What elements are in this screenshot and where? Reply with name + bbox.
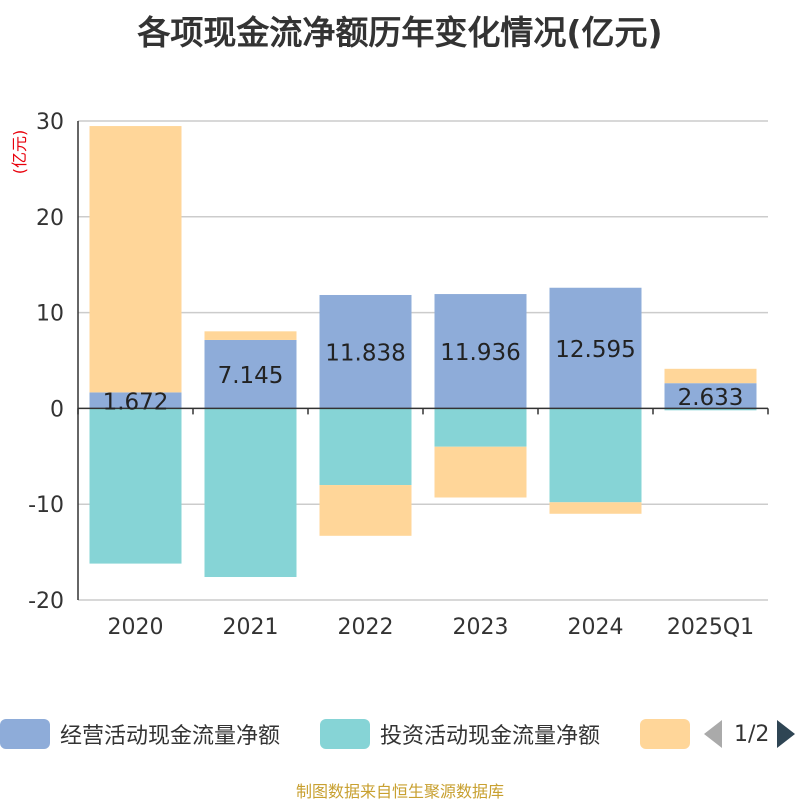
bar <box>549 408 642 503</box>
bar <box>664 408 757 411</box>
legend-swatch-investing <box>320 719 370 749</box>
x-tick-label: 2024 <box>568 615 624 640</box>
bar <box>89 408 182 564</box>
y-tick-label: -10 <box>28 493 64 518</box>
x-tick-label: 2022 <box>338 615 394 640</box>
bar <box>664 368 757 384</box>
x-tick-label: 2025Q1 <box>667 615 754 640</box>
bar <box>319 408 412 486</box>
legend-item-operating[interactable]: 经营活动现金流量净额 <box>0 718 280 750</box>
data-label: 2.633 <box>678 385 744 411</box>
data-label: 7.145 <box>218 363 284 389</box>
axes <box>77 121 769 600</box>
legend-swatch-operating <box>0 719 50 749</box>
x-tick-label: 2020 <box>108 615 164 640</box>
bar <box>89 126 182 393</box>
bar <box>549 502 642 514</box>
bar <box>434 294 527 409</box>
legend-swatch-financing <box>640 719 690 749</box>
bar <box>204 339 297 409</box>
data-labels: 1.672 7.145 11.838 11.936 12.595 2.633 <box>103 337 744 415</box>
grid-lines <box>78 120 768 601</box>
bar <box>434 446 527 498</box>
chart-title: 各项现金流净额历年变化情况(亿元) <box>137 13 663 52</box>
tick-labels: 30 20 10 0 -10 -20 2020 2021 2022 2023 2024 2025Q1 <box>28 110 754 640</box>
source-footer: 制图数据来自恒生聚源数据库 <box>295 782 504 801</box>
bar <box>319 294 412 409</box>
legend: 经营活动现金流量净额 投资活动现金流量净额 1/2 <box>0 712 800 758</box>
bar <box>664 383 757 409</box>
y-tick-label: -20 <box>28 589 64 614</box>
bar <box>434 408 527 447</box>
bar <box>89 392 182 409</box>
y-tick-label: 30 <box>36 110 64 135</box>
bar-marks <box>89 126 757 578</box>
x-tick-label: 2021 <box>223 615 279 640</box>
legend-item-financing[interactable] <box>640 718 700 750</box>
y-tick-label: 0 <box>50 397 64 422</box>
bar <box>204 331 297 340</box>
y-tick-label: 10 <box>36 302 64 327</box>
pager-prev-icon[interactable] <box>704 720 722 748</box>
x-tick-label: 2023 <box>453 615 509 640</box>
legend-pager: 1/2 <box>704 718 796 750</box>
data-label: 11.936 <box>440 340 520 366</box>
data-label: 11.838 <box>325 341 405 367</box>
legend-label-investing: 投资活动现金流量净额 <box>380 724 601 749</box>
y-tick-label: 20 <box>36 206 64 231</box>
bar <box>319 485 412 536</box>
pager-next-icon[interactable] <box>777 720 796 748</box>
data-label: 1.672 <box>103 389 169 415</box>
pager-text: 1/2 <box>734 721 770 747</box>
legend-item-investing[interactable]: 投资活动现金流量净额 <box>320 718 600 750</box>
bar <box>204 408 297 578</box>
data-label: 12.595 <box>555 337 635 363</box>
bar <box>549 287 642 409</box>
legend-label-operating: 经营活动现金流量净额 <box>60 724 281 749</box>
